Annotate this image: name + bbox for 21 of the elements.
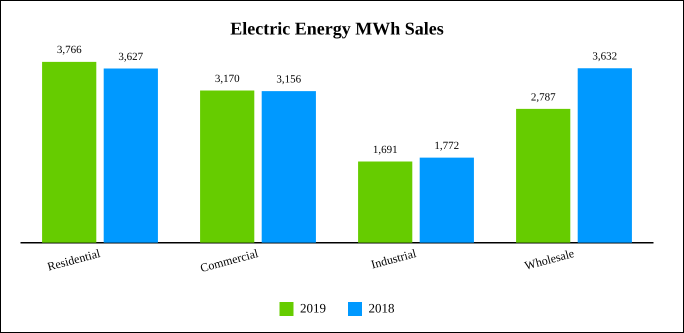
bar [420,158,474,243]
bar [42,62,96,243]
bar [578,68,632,243]
data-label: 3,170 [214,72,240,85]
bar [262,91,316,243]
bar [200,90,254,243]
data-label: 3,766 [56,44,82,56]
data-label: 1,772 [434,140,460,152]
legend-label: 2019 [300,300,326,316]
x-tick-label: Industrial [370,246,418,272]
data-label: 3,632 [592,50,618,63]
data-label: 3,627 [118,50,144,63]
bar [516,108,570,243]
data-label: 3,156 [276,74,302,86]
chart-title: Electric Energy MWh Sales [230,18,444,38]
data-label: 1,691 [372,144,398,156]
bar [358,162,412,243]
data-label: 2,787 [530,91,556,104]
legend-label: 2018 [368,300,394,316]
x-tick-label: Wholesale [523,246,576,273]
bar [104,68,158,243]
